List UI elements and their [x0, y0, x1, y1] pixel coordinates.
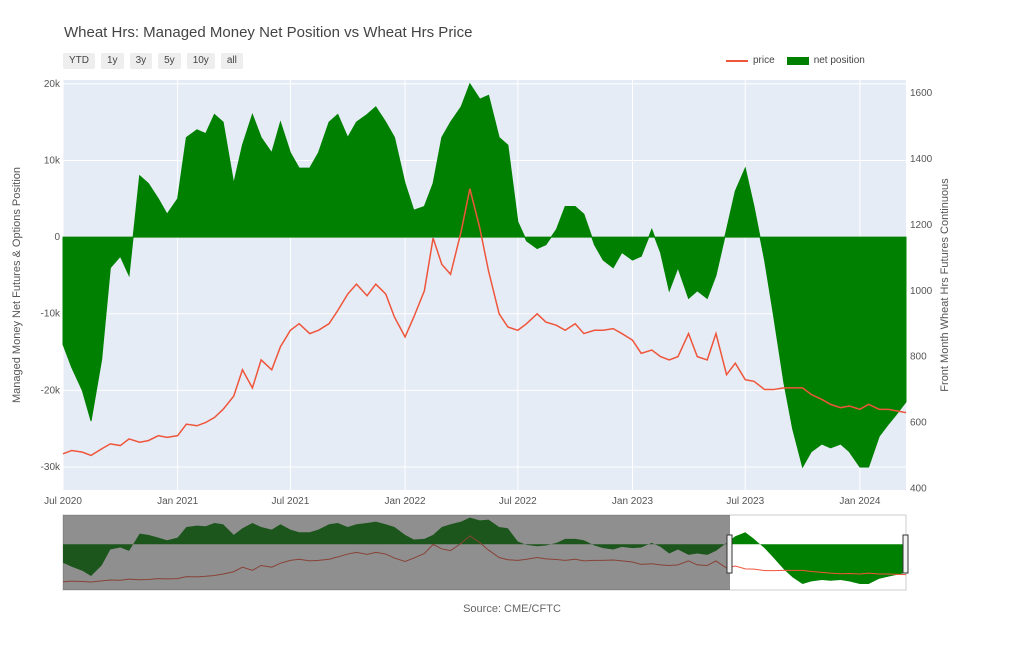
legend-item-price[interactable]: price: [726, 55, 775, 66]
y-right-tick-label: 1200: [910, 220, 933, 231]
y-axis-left-label: Managed Money Net Futures & Options Posi…: [11, 167, 23, 403]
y-left-tick-label: 10k: [44, 155, 61, 166]
y-left-tick-label: -30k: [41, 462, 61, 473]
range-slider-mask: [63, 515, 730, 590]
range-button-3y[interactable]: 3y: [129, 53, 153, 69]
main-chart[interactable]: Jul 2020 Jan 2021 Jul 2021 Jan 2022 Jul 2022…: [0, 0, 1024, 600]
legend-label-net: net position: [813, 55, 865, 66]
x-tick-label: Jul 2021: [272, 496, 310, 507]
legend-label-price: price: [753, 55, 775, 66]
y-right-tick-label: 1000: [910, 286, 933, 297]
range-button-1y[interactable]: 1y: [101, 53, 124, 69]
net-position-area: [62, 82, 907, 469]
price-series: [62, 188, 907, 457]
y-right-tick-label: 400: [910, 483, 927, 494]
legend-swatch-price-icon: [726, 59, 748, 62]
x-tick-label: Jan 2021: [157, 496, 199, 507]
range-button-5y[interactable]: 5y: [158, 53, 181, 69]
price-line: [62, 188, 907, 457]
legend-swatch-net-icon: [786, 56, 809, 65]
range-slider-left-handle[interactable]: [726, 534, 733, 574]
x-tick-label: Jan 2022: [384, 496, 426, 507]
x-tick-label: Jul 2022: [499, 496, 537, 507]
y-left-tick-label: 20k: [44, 79, 61, 90]
x-tick-label: Jan 2024: [839, 496, 881, 507]
y-right-tick-label: 1600: [910, 88, 933, 99]
source-note: Source: CME/CFTC: [463, 603, 561, 615]
y-left-tick-label: -20k: [41, 385, 61, 396]
range-button-all[interactable]: all: [220, 53, 243, 69]
x-tick-label: Jul 2020: [44, 496, 82, 507]
y-right-tick-label: 600: [910, 417, 927, 428]
range-button-ytd[interactable]: YTD: [63, 53, 95, 69]
range-slider-right-handle[interactable]: [902, 534, 909, 574]
y-left-tick-label: -10k: [41, 309, 61, 320]
x-tick-label: Jul 2023: [726, 496, 764, 507]
y-right-tick-label: 800: [910, 352, 927, 363]
y-axis-right-label: Front Month Wheat Hrs Futures Continuous: [939, 178, 951, 392]
net-position-series: [62, 82, 907, 469]
range-button-10y[interactable]: 10y: [186, 53, 215, 69]
axis-ticks: Jul 2020 Jan 2021 Jul 2021 Jan 2022 Jul 2022…: [41, 79, 933, 507]
range-selector: YTD 1y 3y 5y 10y all: [63, 53, 243, 69]
legend: price net position: [726, 55, 865, 66]
range-slider[interactable]: [62, 514, 909, 591]
chart-title: Wheat Hrs: Managed Money Net Position vs…: [64, 24, 473, 41]
y-left-tick-label: 0: [54, 232, 60, 243]
y-right-tick-label: 1400: [910, 154, 933, 165]
x-tick-label: Jan 2023: [612, 496, 654, 507]
legend-item-net[interactable]: net position: [786, 55, 865, 66]
